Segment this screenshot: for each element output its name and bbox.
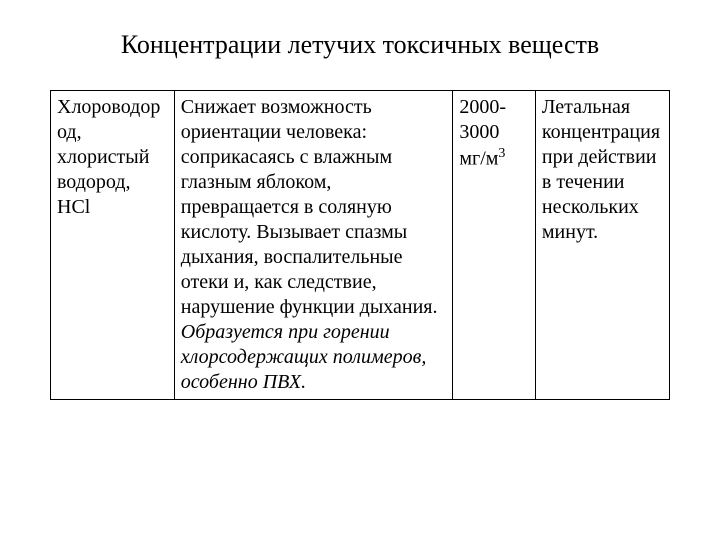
cell-level: 2000- 3000 мг/м3 [453, 91, 536, 400]
page-title: Концентрации летучих токсичных веществ [50, 30, 670, 60]
level-line2: 3000 [459, 121, 499, 143]
level-unit-prefix: мг/м [459, 148, 498, 170]
effect-italic: Образуется при горении хлорсодержащих по… [181, 321, 427, 393]
cell-effect: Снижает возможность ориентации человека:… [174, 91, 453, 400]
substances-table: Хлороводород, хлористый водород, HCl Сни… [50, 90, 670, 400]
table-row: Хлороводород, хлористый водород, HCl Сни… [51, 91, 670, 400]
cell-lethal: Летальная концентрация при действии в те… [535, 91, 669, 400]
effect-plain: Снижает возможность ориентации человека:… [181, 96, 438, 318]
level-unit-sup: 3 [498, 146, 505, 161]
cell-substance: Хлороводород, хлористый водород, HCl [51, 91, 175, 400]
level-line1: 2000- [459, 96, 506, 118]
